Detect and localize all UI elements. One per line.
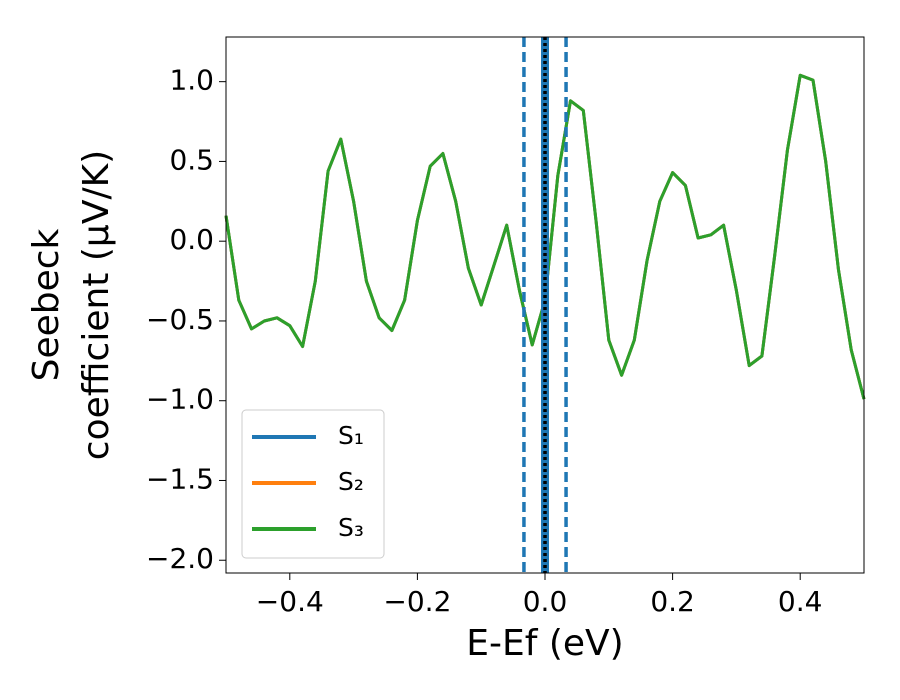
x-tick-label: −0.2	[383, 585, 451, 618]
x-tick-label: −0.4	[256, 585, 324, 618]
y-tick-label: −2.0	[146, 542, 214, 575]
y-tick-label: 1.0	[169, 64, 214, 97]
y-tick-label: −0.5	[146, 303, 214, 336]
x-tick-label: 0.4	[778, 585, 823, 618]
legend-label: S₁	[338, 421, 364, 450]
plot-frame	[225, 36, 865, 574]
y-tick-label: 0.0	[169, 223, 214, 256]
legend-label: S₂	[338, 467, 364, 496]
y-axis-label: Seebeck	[26, 228, 67, 381]
y-tick-label: −1.0	[146, 383, 214, 416]
x-tick-label: 0.0	[523, 585, 568, 618]
legend-label: S₃	[338, 513, 364, 542]
x-axis-label: E-Ef (eV)	[466, 623, 623, 664]
y-tick-label: −1.5	[146, 462, 214, 495]
x-tick-label: 0.2	[650, 585, 695, 618]
y-axis-label: coefficient (μV/K)	[76, 150, 117, 460]
y-tick-label: 0.5	[169, 143, 214, 176]
